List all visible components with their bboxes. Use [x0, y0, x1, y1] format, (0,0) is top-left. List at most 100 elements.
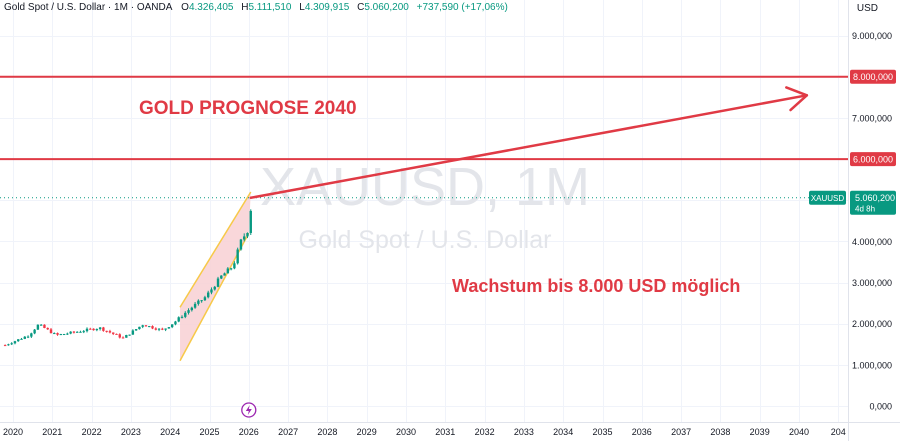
- x-tick-label: 2035: [592, 427, 612, 437]
- candle-body: [138, 326, 141, 330]
- candle-body: [216, 278, 220, 287]
- x-tick-label: 2032: [475, 427, 495, 437]
- candle-body: [125, 335, 128, 338]
- candle-body: [33, 329, 36, 334]
- symbol-price-tag-label: XAUUSD: [811, 194, 845, 203]
- x-tick-label: 2038: [710, 427, 730, 437]
- candle-body: [20, 338, 23, 340]
- candle-body: [49, 329, 53, 334]
- symbol-title: Gold Spot / U.S. Dollar · 1M · OANDA: [4, 2, 173, 13]
- open-value: 4.326,405: [188, 2, 234, 13]
- candle-body: [62, 334, 66, 336]
- close-value: 5.060,200: [364, 2, 409, 13]
- candle-body: [210, 289, 213, 293]
- candle-body: [92, 328, 95, 331]
- y-tick-label: 1.000,000: [852, 360, 892, 370]
- candle-body: [56, 333, 59, 335]
- low-value: 4.309,915: [304, 2, 350, 13]
- candle-body: [236, 249, 239, 264]
- candle-body: [118, 334, 121, 338]
- annotation-title[interactable]: GOLD PROGNOSE 2040: [139, 98, 357, 119]
- x-tick-label: 2027: [278, 427, 298, 437]
- candle-body: [36, 324, 40, 330]
- x-tick-label: 2030: [396, 427, 416, 437]
- candle-body: [59, 334, 63, 336]
- symbol-price-tag[interactable]: [809, 190, 846, 205]
- current-price-value: 5.060,200: [855, 193, 895, 203]
- x-tick-label: 2031: [435, 427, 455, 437]
- candle-body: [23, 336, 26, 339]
- high-value: 5.111,510: [248, 2, 292, 13]
- trend-channel-upper[interactable]: [179, 191, 252, 308]
- candle-body: [184, 312, 187, 317]
- level-price-tag[interactable]: [850, 69, 896, 84]
- candle-body: [148, 326, 151, 328]
- high-label: H: [241, 2, 249, 13]
- x-tick-label: 2025: [199, 427, 219, 437]
- candle-body: [223, 273, 226, 276]
- candle-body: [79, 331, 82, 333]
- candle-body: [233, 263, 236, 269]
- candle-body: [157, 328, 161, 330]
- x-tick-label: 2033: [514, 427, 534, 437]
- candle-body: [170, 324, 174, 328]
- candle-body: [243, 236, 246, 240]
- y-tick-label: 2.000,000: [852, 319, 892, 329]
- candle-body: [161, 328, 164, 330]
- candle-body: [115, 333, 118, 335]
- y-tick-label: 4.000,000: [852, 237, 892, 247]
- candle-body: [98, 327, 102, 330]
- x-tick-label: 2023: [121, 427, 141, 437]
- x-tick-label: 2040: [789, 427, 809, 437]
- symbol-legend: Gold Spot / U.S. Dollar · 1M · OANDA O4.…: [4, 2, 513, 13]
- candle-body: [112, 332, 115, 334]
- x-tick-label: 2036: [632, 427, 652, 437]
- open-label: O: [181, 2, 189, 13]
- candle-body: [3, 345, 7, 347]
- candle-body: [180, 316, 184, 318]
- candle-body: [190, 307, 194, 311]
- x-tick-label: 2037: [671, 427, 691, 437]
- current-price-tag[interactable]: [850, 190, 896, 215]
- candle-body: [151, 326, 154, 329]
- x-tick-label: 2020: [3, 427, 23, 437]
- candle-body: [131, 330, 135, 335]
- level-price-tag[interactable]: [850, 152, 896, 167]
- x-tick-label: 2029: [357, 427, 377, 437]
- x-tick-label: 2021: [42, 427, 62, 437]
- projection-arrow-line[interactable]: [249, 94, 809, 200]
- candle-body: [246, 232, 249, 237]
- candle-body: [206, 292, 210, 298]
- x-tick-label: 204: [831, 427, 846, 437]
- candle-body: [174, 321, 177, 325]
- candle-body: [89, 328, 92, 330]
- candle-body: [121, 337, 125, 339]
- candle-body: [17, 339, 20, 342]
- annotation-subtitle[interactable]: Wachstum bis 8.000 USD möglich: [452, 276, 740, 296]
- candle-body: [30, 333, 33, 337]
- price-scale[interactable]: [848, 0, 900, 441]
- candle-body: [46, 327, 49, 330]
- candle-body: [75, 331, 79, 333]
- x-tick-label: 2039: [750, 427, 770, 437]
- currency-label[interactable]: USD: [856, 3, 878, 14]
- candle-body: [69, 331, 72, 334]
- lightning-icon[interactable]: [241, 402, 257, 418]
- candle-body: [82, 331, 85, 333]
- candle-body: [229, 268, 233, 270]
- x-tick-label: 2022: [82, 427, 102, 437]
- candle-body: [72, 331, 76, 333]
- projection-arrow-head: [785, 86, 809, 112]
- candle-body: [193, 303, 197, 308]
- level-price-label: 8.000,000: [853, 72, 893, 82]
- change-value: +737,590 (+17,06%): [416, 2, 508, 13]
- y-tick-label: 3.000,000: [852, 278, 892, 288]
- x-tick-label: 2026: [239, 427, 259, 437]
- candle-body: [200, 300, 203, 302]
- x-tick-label: 2028: [317, 427, 337, 437]
- candle-body: [141, 325, 144, 327]
- candle-body: [26, 336, 30, 338]
- candle-body: [7, 344, 10, 346]
